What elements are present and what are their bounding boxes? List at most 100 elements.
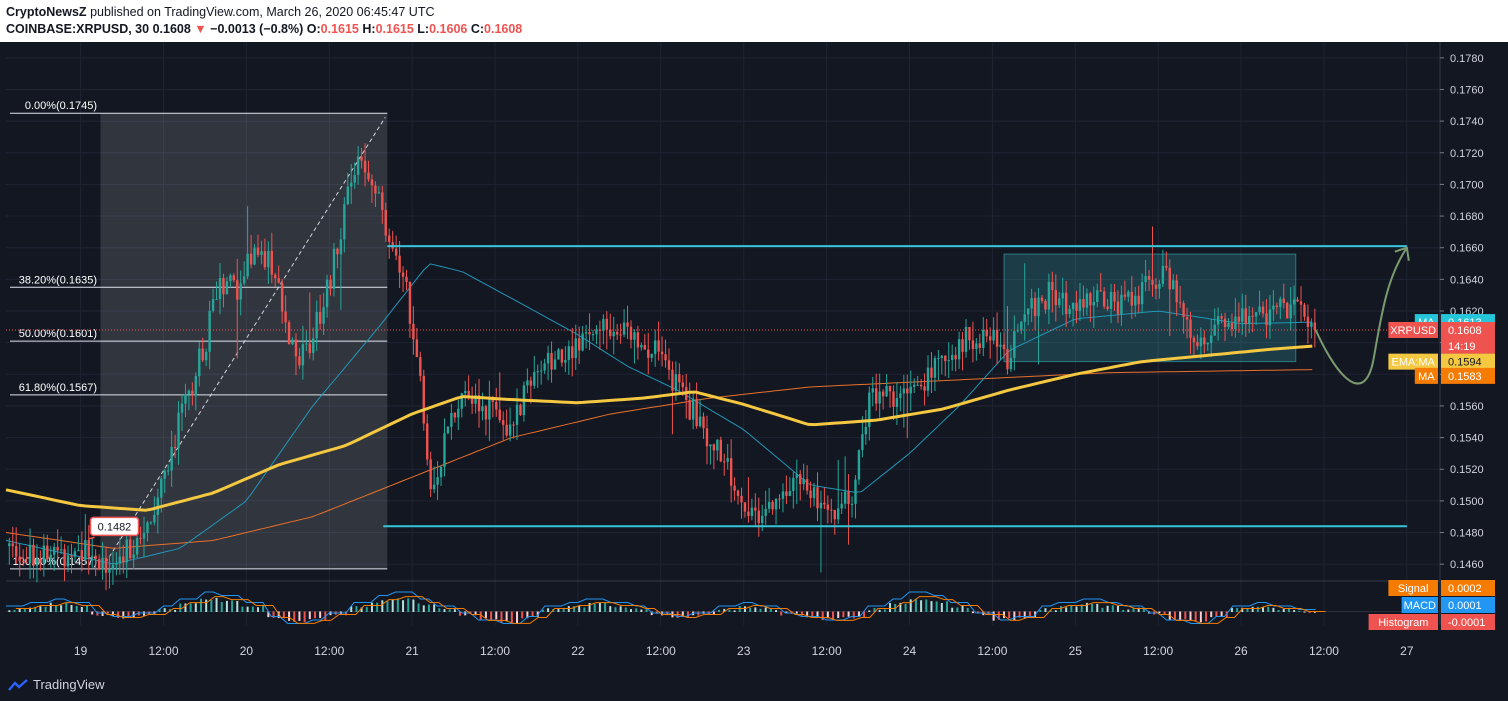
candle-body [1292, 299, 1296, 305]
macd-histogram-bar [541, 609, 544, 612]
candle [398, 240, 401, 288]
macd-histogram-bar [1028, 611, 1031, 617]
candle [329, 275, 332, 296]
candle-body [947, 360, 950, 362]
candle-body [968, 327, 971, 341]
candle-body [1140, 282, 1144, 305]
fib-trend-line [105, 116, 386, 564]
candle [70, 543, 73, 574]
open-value: 0.1615 [320, 22, 359, 36]
candle-body [702, 416, 705, 429]
candle [622, 309, 626, 338]
candle-body [740, 495, 743, 503]
publisher-name[interactable]: CryptoNewsZ [6, 5, 87, 19]
candle-body [667, 360, 671, 370]
price-chart[interactable]: 0.00%(0.1745) 38.20%(0.1635) 50.00%(0.1601… [0, 42, 1508, 669]
y-tick-label: 0.1520 [1450, 464, 1484, 476]
candle [1009, 344, 1013, 372]
macd-histogram-bar [1251, 606, 1254, 612]
candle [1134, 287, 1137, 317]
price-tag-name: MA [1418, 371, 1435, 383]
candle-body [1092, 301, 1095, 306]
candle [1241, 293, 1244, 335]
candle [1016, 323, 1020, 333]
close-label: C: [470, 22, 485, 36]
candle-body [1068, 309, 1071, 315]
low-label: L: [417, 22, 430, 36]
channel-lines[interactable] [6, 245, 1440, 528]
time-axis[interactable]: 19 12:00 20 12:00 21 12:00 22 12:00 23 12:00 24 12:… [74, 644, 1414, 658]
candle-body [87, 539, 90, 557]
fibonacci-retracement[interactable]: 0.00%(0.1745) 38.20%(0.1635) 50.00%(0.1601… [10, 100, 388, 570]
candle [363, 143, 367, 187]
candle-body [18, 556, 21, 562]
candle-body [871, 388, 874, 393]
candle [1130, 276, 1133, 320]
macd-histogram-bar [210, 599, 213, 612]
candle-body [519, 404, 522, 416]
candle-body [1089, 293, 1092, 306]
candle [1265, 299, 1268, 339]
candle [892, 385, 895, 420]
candle [1006, 306, 1009, 375]
candle-body [553, 359, 557, 370]
macd-histogram-bar [13, 609, 16, 612]
candle [32, 538, 35, 579]
candle-body [139, 538, 142, 540]
candle-body [1216, 316, 1220, 325]
candle [263, 238, 267, 271]
candle-body [1061, 292, 1064, 299]
candle [691, 391, 695, 430]
macd-histogram-bar [231, 600, 234, 612]
candle-body [1040, 297, 1044, 301]
candle-body [1130, 291, 1133, 306]
candle [1040, 294, 1044, 304]
candle-body [1206, 342, 1209, 345]
candle [422, 369, 425, 431]
candle-body [384, 209, 387, 236]
macd-histogram-bar [101, 611, 104, 616]
candle [526, 368, 529, 394]
candle [740, 487, 743, 519]
macd-histogram-bar [842, 611, 845, 618]
candle [712, 443, 716, 470]
symbol-interval[interactable]: COINBASE:XRPUSD, 30 [6, 22, 150, 36]
macd-histogram-bar [189, 603, 192, 612]
x-tick-label: 12:00 [480, 644, 510, 658]
candle-body [515, 404, 519, 425]
macd-histogram-bar [769, 608, 772, 612]
macd-tag-name: Signal [1398, 583, 1429, 595]
macd-histogram-bar [386, 601, 389, 612]
candle-body [536, 371, 539, 373]
candle [636, 325, 640, 360]
candle-body [215, 299, 218, 301]
macd-histogram-bar [1241, 607, 1244, 612]
candle-body [70, 555, 73, 557]
candle-body [529, 380, 533, 386]
macd-histogram-bar [681, 611, 684, 617]
macd-histogram-bar [1059, 606, 1062, 612]
candle-body [239, 283, 242, 300]
candle [1292, 285, 1296, 316]
macd-histogram-bar [1179, 611, 1182, 621]
candle [201, 337, 204, 363]
macd-histogram-bar [122, 611, 125, 619]
candle [305, 330, 308, 351]
candle [149, 521, 153, 525]
candle-body [377, 192, 381, 194]
candle [885, 374, 888, 398]
candle [370, 174, 374, 204]
tradingview-logo[interactable]: TradingView [8, 677, 105, 692]
projection-arrow[interactable] [1314, 246, 1410, 385]
candle [598, 320, 602, 350]
candle-body [236, 280, 239, 300]
macd-histogram-bar [920, 600, 923, 612]
candle [1051, 271, 1054, 313]
candle-body [1026, 308, 1030, 315]
macd-histogram-bar [1070, 605, 1073, 612]
macd-histogram-bar [194, 603, 197, 612]
macd-histogram-bar [23, 608, 26, 612]
price-tag: MA 0.1583 [1414, 367, 1495, 384]
macd-histogram-bar [904, 603, 907, 612]
price-tag-name: EMA:MA [1391, 357, 1435, 369]
